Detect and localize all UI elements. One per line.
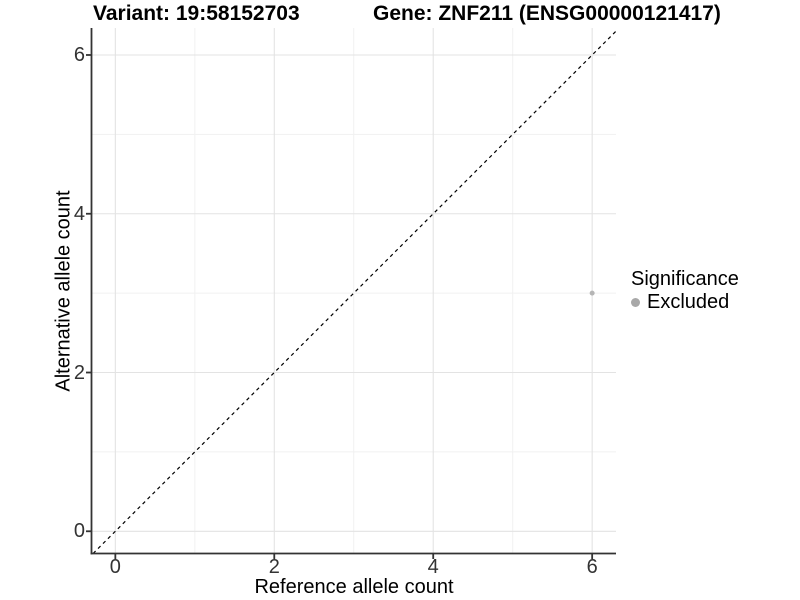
data-points bbox=[589, 290, 595, 296]
grid-minor bbox=[91, 28, 616, 554]
variant-title: Variant: 19:58152703 bbox=[93, 2, 300, 25]
grid-major bbox=[91, 28, 616, 554]
legend-title: Significance bbox=[631, 268, 739, 290]
y-tick-label: 2 bbox=[73, 361, 85, 384]
gene-title: Gene: ZNF211 (ENSG00000121417) bbox=[373, 2, 721, 25]
x-tick-label: 2 bbox=[268, 556, 280, 578]
tick-marks bbox=[86, 54, 594, 559]
x-tick-label: 6 bbox=[586, 556, 598, 578]
x-axis-title: Reference allele count bbox=[254, 576, 454, 598]
x-tick-label: 4 bbox=[427, 556, 439, 578]
legend-item-label: Excluded bbox=[647, 291, 730, 313]
y-tick-label: 6 bbox=[73, 43, 85, 66]
x-tick-label: 0 bbox=[109, 556, 121, 578]
y-tick-label: 4 bbox=[73, 202, 85, 225]
identity-line bbox=[92, 30, 617, 554]
legend: Significance Excluded bbox=[631, 268, 739, 314]
legend-item-excluded: Excluded bbox=[631, 291, 739, 314]
data-point bbox=[589, 290, 595, 296]
axis-lines bbox=[90, 28, 616, 555]
excluded-dot-icon bbox=[631, 298, 640, 307]
y-tick-label: 0 bbox=[73, 520, 85, 543]
